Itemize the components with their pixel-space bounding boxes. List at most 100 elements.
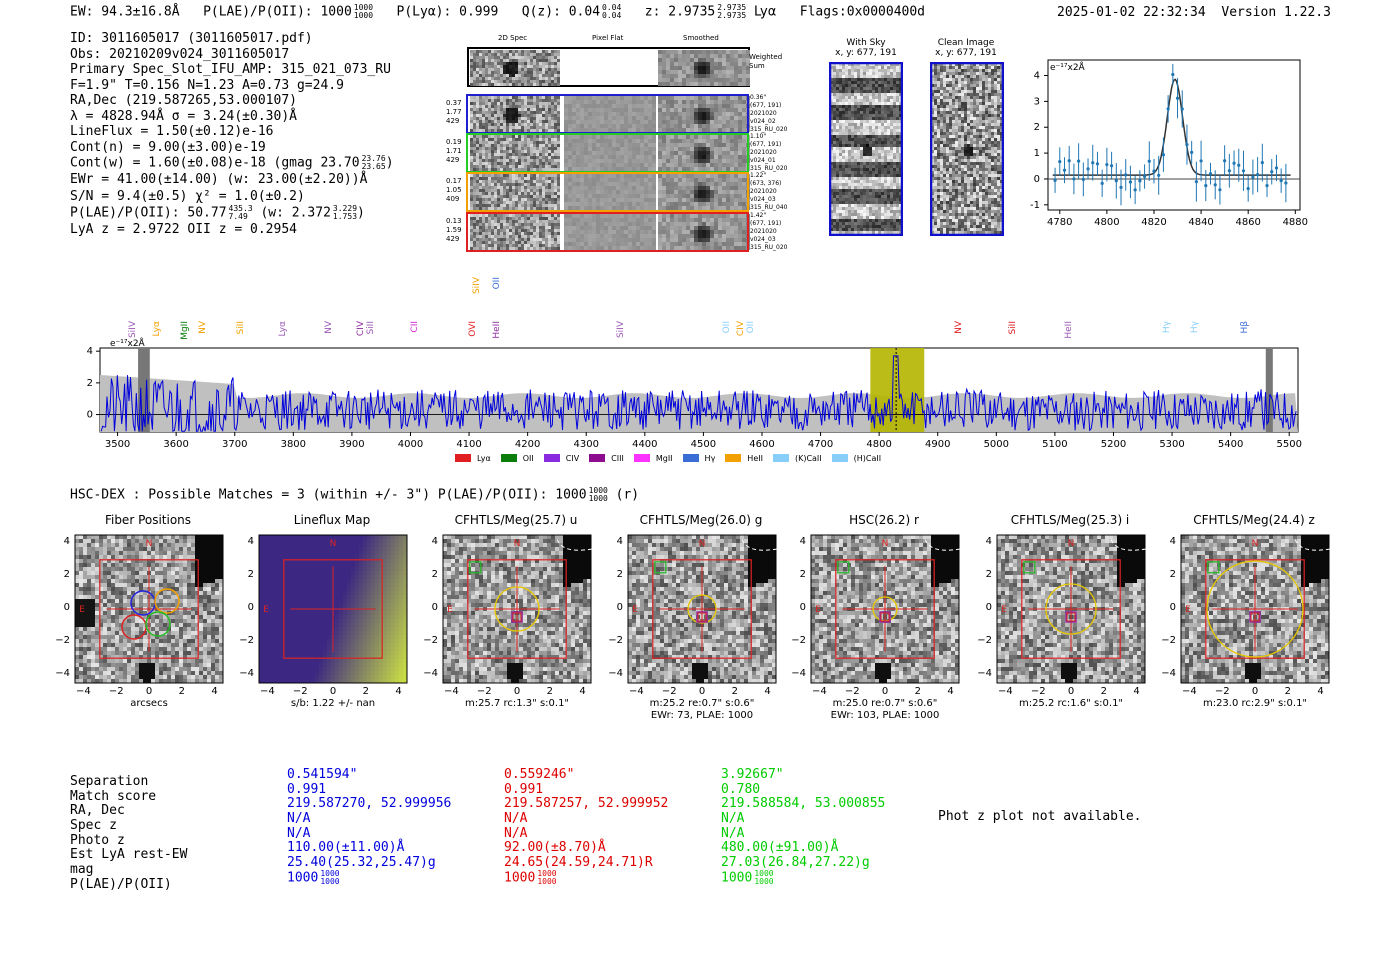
zoom-xtick: 4880 xyxy=(1283,217,1308,228)
legend-item: HeII xyxy=(725,454,763,463)
cutout-ytick: −4 xyxy=(1161,667,1176,679)
cutout-xtick: 0 xyxy=(329,686,337,697)
north-label: N xyxy=(1068,539,1075,549)
noise-image xyxy=(470,174,560,210)
data-point xyxy=(1133,188,1137,192)
masked-region xyxy=(138,348,150,432)
with-sky-image xyxy=(829,62,903,236)
match-value: 0.991 xyxy=(504,781,544,797)
pixel-flat-image xyxy=(564,96,656,132)
legend-item: CIV xyxy=(543,454,579,463)
aperture-circle xyxy=(1045,583,1097,635)
cutout-frame xyxy=(996,534,1146,684)
header-version: Version 1.22.3 xyxy=(1221,5,1331,20)
cutout-xtick: 2 xyxy=(1100,686,1107,697)
data-point xyxy=(1237,163,1241,167)
line-label: SiII xyxy=(236,321,246,335)
catalog-marker xyxy=(469,561,482,574)
match-value: 92.00(±8.70)Å xyxy=(504,840,606,856)
cutout-ytick: 2 xyxy=(799,569,806,581)
spectrum-xtick: 3700 xyxy=(222,439,247,450)
cutout-ytick: 4 xyxy=(247,536,254,548)
cutout-xtick: 0 xyxy=(881,686,889,697)
noise-image xyxy=(470,214,560,250)
data-point xyxy=(1279,179,1283,183)
legend-swatch xyxy=(831,454,848,462)
east-label: E xyxy=(632,605,638,615)
catalog-marker xyxy=(511,611,523,623)
north-label: N xyxy=(882,539,889,549)
cutout-caption: m:25.0 re:0.7" s:0.6" xyxy=(832,698,938,709)
fiber-row-frame xyxy=(466,172,749,212)
noise-image xyxy=(470,96,560,132)
cutout-ytick: 0 xyxy=(247,602,254,613)
catalog-marker xyxy=(1250,612,1260,622)
header-plae: P(LAE)/P(OII): 1000 xyxy=(203,4,352,20)
with-sky-panel: With Sky x, y: 677, 191 xyxy=(826,38,906,58)
aperture-circle xyxy=(687,594,717,624)
match-value: 27.03(26.84,27.22)g xyxy=(721,855,870,871)
line-label: Lyα xyxy=(278,321,288,337)
data-point xyxy=(1058,160,1062,164)
data-point xyxy=(1138,179,1142,183)
header-qz: Q(z): 0.04 xyxy=(521,4,601,20)
match-table-labels: Separation Match score RA, Dec Spec z Photo … xyxy=(70,774,187,892)
cutout-ytick: 2 xyxy=(431,569,438,581)
match-column: 0.559246" 0.991 219.587257, 52.999952 N/A N/… xyxy=(504,767,668,885)
search-box xyxy=(835,559,935,659)
match-value: N/A xyxy=(721,825,745,841)
neighbor-ellipse xyxy=(556,538,592,551)
line-label: NV xyxy=(198,321,208,334)
search-box xyxy=(1205,559,1305,659)
catalog-marker xyxy=(1065,611,1077,623)
match-value: 0.780 xyxy=(721,781,761,797)
east-label: E xyxy=(447,605,453,615)
match-value: N/A xyxy=(504,825,528,841)
cutout-ytick: 2 xyxy=(985,569,992,581)
cutout-xtick: −2 xyxy=(661,686,677,697)
zoom-ytick: -1 xyxy=(1030,200,1040,211)
cutout-xtick: −4 xyxy=(444,686,459,697)
line-label: Lyα xyxy=(152,321,162,337)
line-label: Hγ xyxy=(1162,321,1172,334)
cutout-frame xyxy=(442,534,592,684)
match-value: 0.559246" xyxy=(504,767,575,782)
legend-swatch xyxy=(772,454,789,462)
cutout-caption: arcsecs xyxy=(130,698,168,709)
match-row-label: Photo z xyxy=(70,832,125,848)
spectrum-xtick: 4400 xyxy=(632,439,657,450)
data-point xyxy=(1274,166,1279,170)
zoom-xtick: 4780 xyxy=(1047,217,1072,228)
match-row-label: Separation xyxy=(70,774,149,789)
smoothed-image xyxy=(658,135,750,171)
spectrum-ytick: 0 xyxy=(87,410,93,421)
spectrum-xtick: 4800 xyxy=(866,439,891,450)
legend-item: OII xyxy=(500,454,534,463)
cutout-xtick: 2 xyxy=(362,686,369,697)
legend-item: MgII xyxy=(633,454,673,463)
search-box xyxy=(1021,559,1121,659)
cutout-xtick: 2 xyxy=(914,686,921,697)
detection-info: ID: 3011605017 (3011605017.pdf) Obs: 2021… xyxy=(70,31,394,237)
east-label: E xyxy=(1185,605,1191,615)
cutout-ytick: 2 xyxy=(616,569,623,581)
cutout-title: CFHTLS/Meg(25.7) u xyxy=(454,513,578,527)
zoom-ytick: 0 xyxy=(1034,174,1040,185)
match-row-label: Match score xyxy=(70,788,157,804)
spectrum-xtick: 4000 xyxy=(398,439,423,450)
spectrum-xtick: 5400 xyxy=(1218,439,1243,450)
data-point xyxy=(1256,172,1260,177)
spectrum-xtick: 4200 xyxy=(515,439,540,450)
data-point xyxy=(1157,173,1161,177)
cutout-ytick: 4 xyxy=(431,536,438,548)
info-line: RA,Dec (219.587265,53.000107) xyxy=(70,93,297,108)
masked-region xyxy=(1265,348,1273,432)
line-label: SiIV xyxy=(472,277,482,295)
catalog-marker xyxy=(1207,561,1220,574)
cutout-ytick: −4 xyxy=(791,667,806,679)
data-point xyxy=(1119,185,1123,189)
north-label: N xyxy=(514,539,521,549)
cutout-ytick: 4 xyxy=(616,536,623,548)
cutout-xtick: 2 xyxy=(546,686,553,697)
cutout-xtick: 2 xyxy=(1284,686,1291,697)
